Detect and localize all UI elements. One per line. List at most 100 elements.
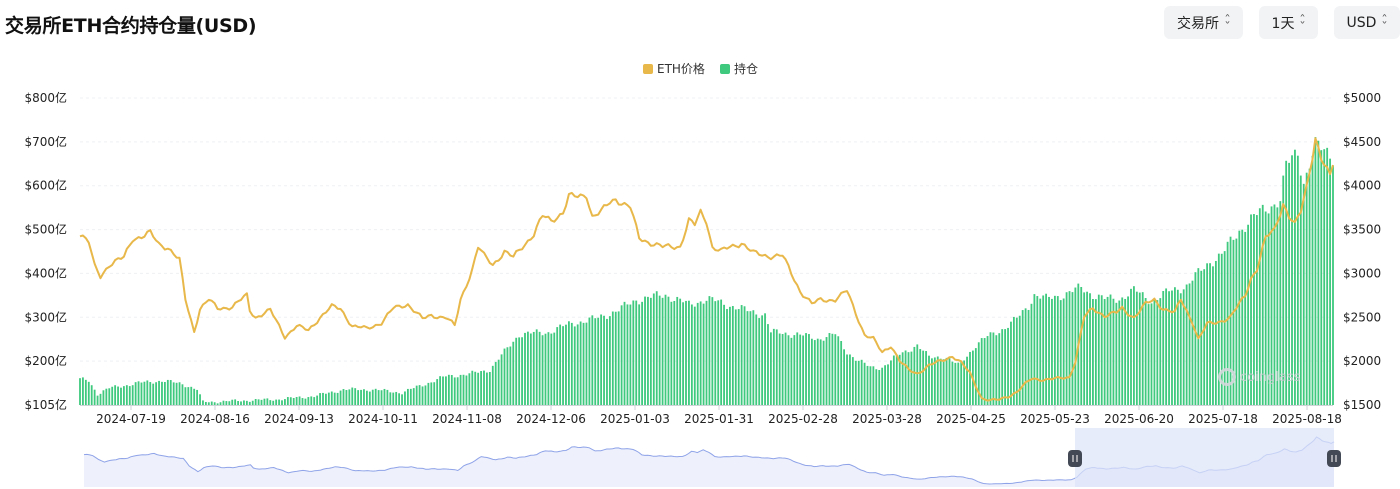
oi-bar (99, 393, 102, 405)
oi-bar (1247, 224, 1250, 405)
oi-bar (1159, 298, 1162, 405)
oi-bar (1264, 211, 1267, 405)
oi-bar (1332, 165, 1334, 405)
oi-bar (231, 399, 234, 405)
navigator-handle[interactable] (1068, 450, 1082, 467)
oi-bar (597, 317, 600, 405)
oi-bar (339, 390, 342, 405)
oi-bar (758, 318, 761, 405)
oi-bar (351, 387, 354, 405)
oi-bar (931, 358, 933, 405)
oi-bar (1162, 291, 1165, 405)
oi-bar (887, 364, 889, 405)
oi-bar (755, 314, 758, 405)
oi-bar (269, 400, 272, 405)
oi-bar (357, 390, 360, 405)
oi-bar (831, 333, 834, 405)
oi-bar (310, 396, 313, 405)
oi-bar (969, 351, 971, 405)
oi-bar (623, 301, 626, 405)
oi-bar (102, 390, 105, 405)
oi-bar (790, 337, 793, 405)
legend-swatch (643, 64, 653, 74)
oi-bar (140, 382, 143, 405)
oi-bar (1042, 295, 1045, 405)
oi-bar (1294, 149, 1296, 405)
oi-bar (181, 384, 184, 405)
oi-bar (272, 400, 275, 405)
oi-bar (465, 375, 468, 405)
oi-bar (395, 391, 398, 405)
oi-bar (626, 304, 629, 405)
oi-bar (1188, 283, 1191, 405)
oi-bar (248, 401, 251, 405)
navigator-handle[interactable] (1327, 450, 1341, 467)
oi-bar (500, 354, 503, 405)
oi-bar (895, 354, 898, 405)
oi-bar (919, 349, 922, 405)
oi-bar (301, 398, 304, 405)
oi-bar (872, 366, 875, 405)
oi-bar (380, 390, 383, 405)
y-right-tick-label: $1500 (1343, 398, 1381, 412)
exchange-select[interactable]: 交易所 ˄ ˅ (1164, 6, 1243, 39)
oi-bar (770, 332, 772, 405)
oi-bar (910, 351, 913, 405)
oi-bar (529, 333, 532, 405)
y-left-tick-label: $300亿 (24, 309, 67, 324)
x-tick-label: 2024-11-08 (432, 412, 502, 426)
oi-bar (869, 366, 872, 405)
oi-bar (401, 394, 403, 405)
oi-bar (1241, 229, 1244, 405)
oi-bar (538, 331, 541, 405)
oi-bar (404, 391, 406, 405)
chevron-updown-icon: ˄ ˅ (1224, 13, 1231, 32)
y-axis-right: $5000 $4500 $4000 $3500 $3000 $2500 $2000 $1500 (1343, 91, 1381, 412)
y-right-tick-label: $2500 (1343, 310, 1381, 324)
x-tick-label: 2025-02-28 (768, 412, 838, 426)
x-axis: 2024-07-19 2024-08-16 2024-09-13 2024-10-11… (80, 405, 1342, 426)
oi-bar (483, 370, 485, 405)
oi-bar (494, 361, 497, 405)
oi-bar (1048, 296, 1050, 405)
oi-bar (600, 314, 603, 405)
interval-select[interactable]: 1天 ˄ ˅ (1259, 6, 1318, 39)
oi-bar (611, 311, 614, 405)
oi-bar (647, 296, 649, 405)
oi-bar (327, 392, 330, 405)
oi-bar (1106, 296, 1109, 405)
oi-bar (620, 305, 623, 405)
oi-bar (1212, 266, 1214, 405)
oi-bar (1291, 155, 1293, 405)
oi-bar (541, 335, 544, 405)
oi-bar (676, 296, 679, 405)
oi-bar (169, 380, 172, 405)
y-left-tick-label: $600亿 (24, 178, 67, 193)
currency-select[interactable]: USD ˄ ˅ (1334, 6, 1400, 39)
oi-bar (491, 365, 494, 405)
oi-bar (336, 392, 339, 405)
oi-bar (787, 335, 790, 405)
oi-bar (1030, 303, 1033, 405)
oi-bar (535, 329, 538, 405)
oi-bar (1253, 214, 1255, 405)
oi-bar (1229, 236, 1232, 405)
oi-bar (1194, 272, 1197, 405)
oi-bar (1156, 300, 1159, 405)
oi-bar (591, 315, 594, 405)
oi-bar (1010, 321, 1012, 405)
oi-bar (477, 372, 480, 405)
oi-bar (851, 357, 854, 405)
oi-bar (178, 382, 181, 405)
oi-bar (983, 338, 986, 405)
oi-bar (729, 306, 731, 405)
oi-bar (415, 385, 418, 405)
oi-bar (284, 399, 286, 405)
oi-bar (1115, 302, 1118, 405)
oi-bar (1305, 172, 1308, 405)
oi-bar (1182, 289, 1185, 405)
y-left-tick-label: $105亿 (24, 397, 67, 412)
oi-bar (717, 300, 720, 405)
oi-bar (878, 369, 881, 405)
oi-bar (433, 382, 436, 405)
